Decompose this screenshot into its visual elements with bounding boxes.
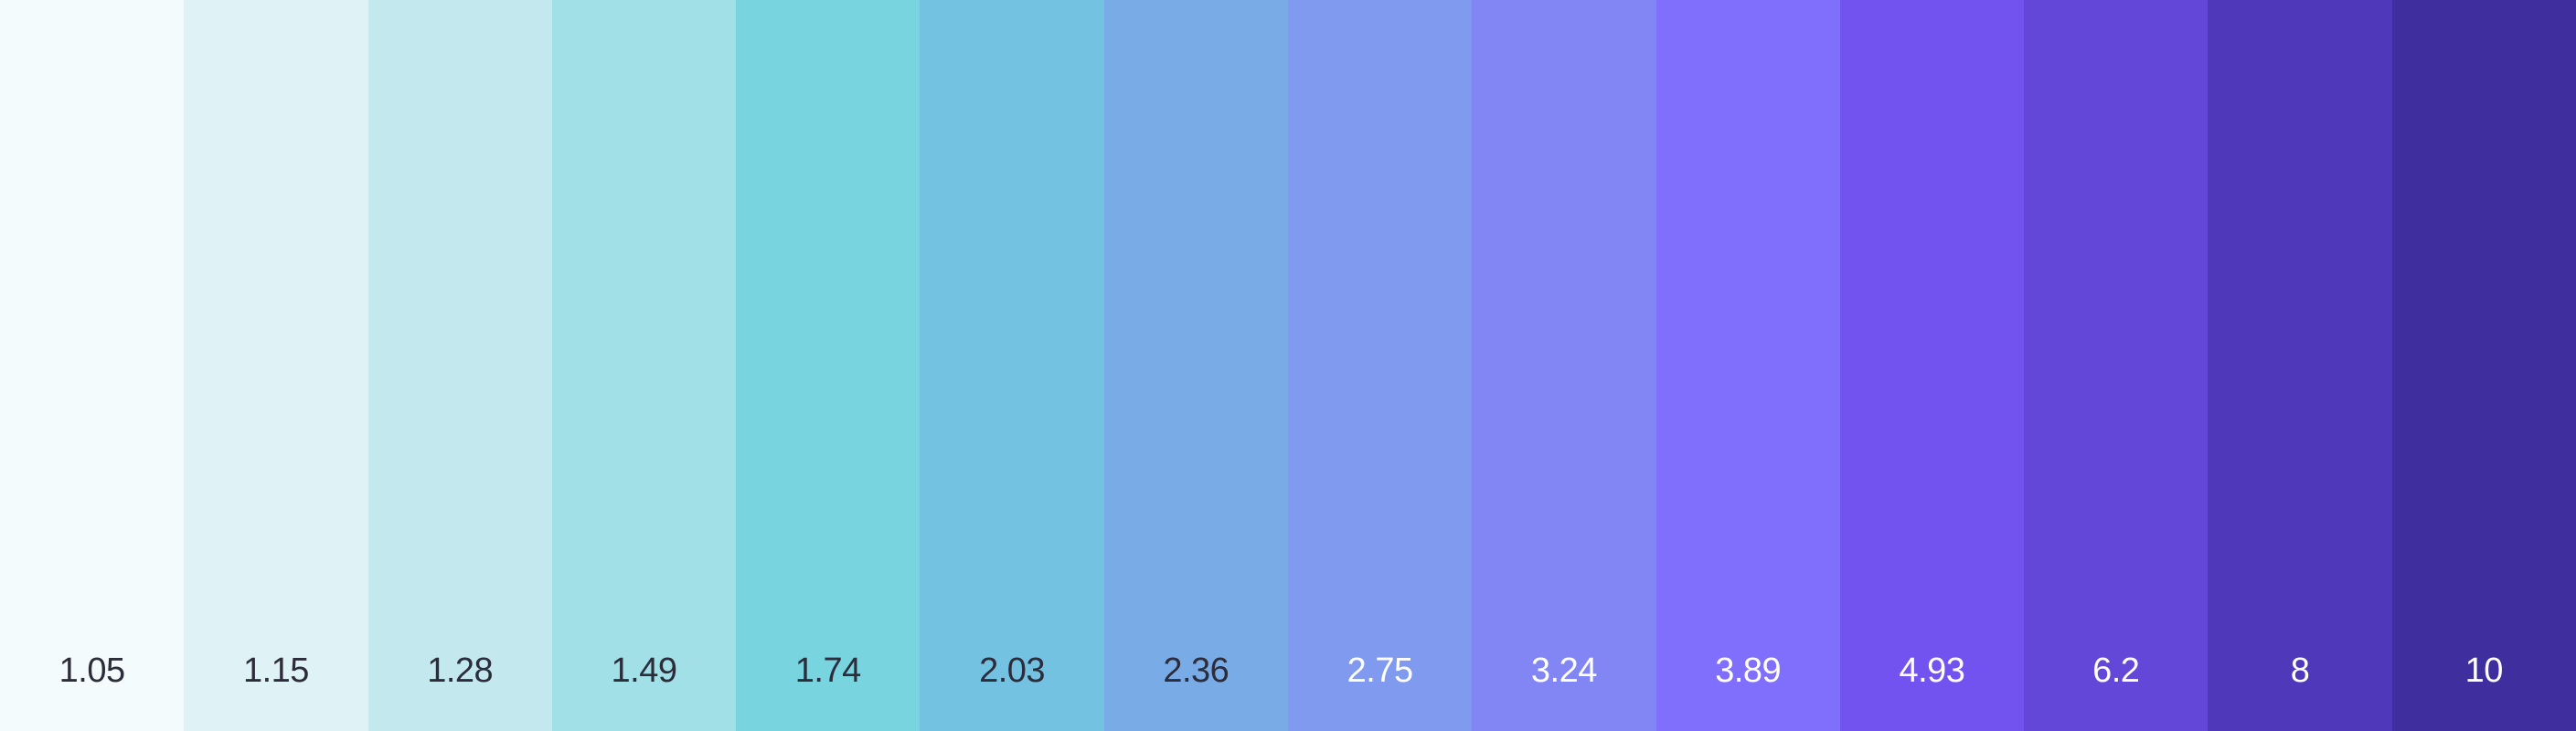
contrast-ratio-label: 10 — [2464, 652, 2504, 690]
color-swatch: 6.2 — [2024, 0, 2209, 731]
contrast-ratio-label: 2.03 — [979, 652, 1046, 690]
contrast-ratio-label: 4.93 — [1899, 652, 1965, 690]
color-swatch: 1.15 — [184, 0, 368, 731]
color-swatch: 3.24 — [1472, 0, 1656, 731]
color-swatch: 10 — [2391, 0, 2576, 731]
color-swatch: 2.03 — [920, 0, 1104, 731]
contrast-ratio-label: 3.89 — [1715, 652, 1782, 690]
contrast-ratio-label: 1.74 — [794, 652, 861, 690]
contrast-ratio-label: 2.36 — [1163, 652, 1229, 690]
contrast-ratio-label: 6.2 — [2092, 652, 2140, 690]
color-swatch: 1.49 — [551, 0, 737, 731]
contrast-ratio-label: 1.15 — [242, 652, 309, 690]
color-swatch: 3.89 — [1655, 0, 1840, 731]
contrast-ratio-label: 1.49 — [611, 652, 677, 690]
contrast-ratio-label: 1.28 — [427, 652, 494, 690]
contrast-ratio-label: 8 — [2290, 652, 2310, 690]
color-swatch: 1.28 — [367, 0, 552, 731]
contrast-ratio-label: 2.75 — [1347, 652, 1413, 690]
color-swatch: 2.36 — [1103, 0, 1288, 731]
color-swatch: 8 — [2208, 0, 2392, 731]
color-swatch: 2.75 — [1287, 0, 1473, 731]
color-swatch: 1.74 — [736, 0, 921, 731]
color-swatch: 1.05 — [0, 0, 185, 731]
contrast-ratio-label: 3.24 — [1530, 652, 1597, 690]
color-swatch: 4.93 — [1839, 0, 2025, 731]
contrast-ratio-label: 1.05 — [59, 652, 125, 690]
